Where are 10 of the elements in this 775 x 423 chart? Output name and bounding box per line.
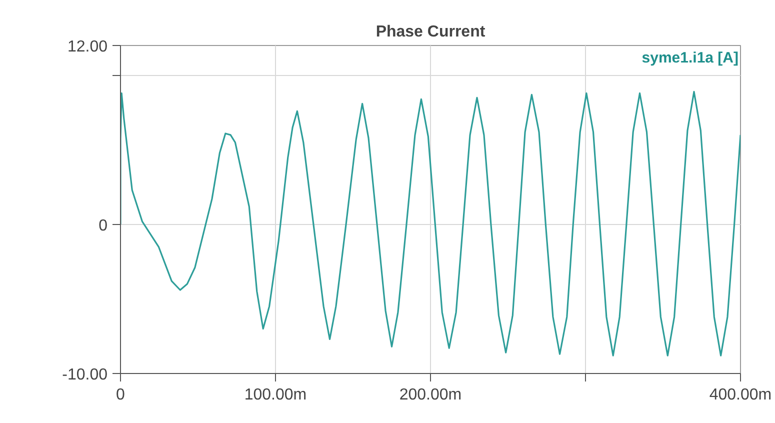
line-series	[120, 90, 740, 356]
x-tick-label: 100.00m	[244, 386, 307, 404]
y-tick-label: 12.00	[67, 38, 108, 56]
x-tick-label: 200.00m	[399, 386, 462, 404]
chart-title: Phase Current	[376, 24, 486, 40]
y-tick-label: 0	[98, 217, 108, 234]
x-tick-label: 400.00m	[709, 386, 772, 404]
x-tick-label: 0	[116, 386, 126, 404]
y-tick-label: -10.00	[62, 366, 108, 384]
series-label: syme1.i1a [A]	[642, 50, 739, 66]
